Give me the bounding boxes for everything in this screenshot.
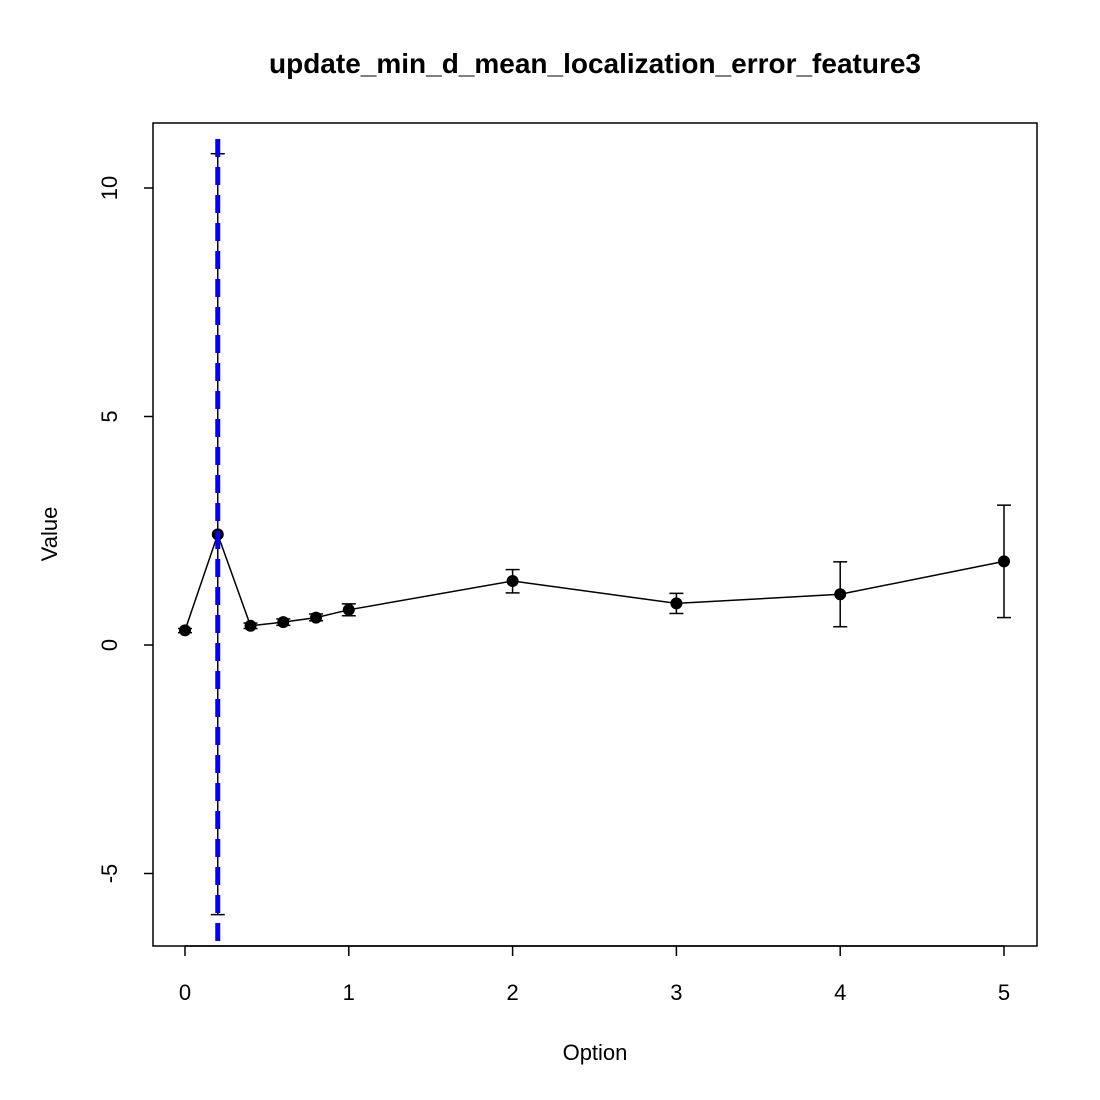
x-tick-label: 5 <box>998 980 1010 1005</box>
y-tick-label: 5 <box>97 410 122 422</box>
plot-layer <box>178 139 1011 946</box>
x-tick-label: 0 <box>179 980 191 1005</box>
x-tick-label: 3 <box>670 980 682 1005</box>
data-point <box>179 624 191 637</box>
x-axis: 0 1 2 3 4 5 <box>179 945 1010 1005</box>
y-axis: -5 0 5 10 <box>97 176 153 884</box>
data-point <box>998 555 1010 568</box>
y-axis-label: Value <box>37 507 62 562</box>
series-line <box>184 532 1005 631</box>
y-tick-label: 10 <box>97 176 122 200</box>
x-axis-label: Option <box>563 1040 628 1065</box>
data-point <box>277 616 290 629</box>
y-tick-label: -5 <box>97 864 122 884</box>
data-point <box>244 619 257 632</box>
x-tick-label: 2 <box>506 980 518 1005</box>
plot-frame <box>152 122 1038 947</box>
data-point <box>670 597 683 610</box>
data-point <box>506 575 519 588</box>
data-point <box>310 611 323 624</box>
y-tick-label: 0 <box>97 639 122 651</box>
chart-title: update_min_d_mean_localization_error_fea… <box>269 48 921 79</box>
data-point <box>342 603 355 616</box>
x-tick-label: 1 <box>343 980 355 1005</box>
data-point <box>834 588 847 601</box>
x-tick-label: 4 <box>834 980 846 1005</box>
